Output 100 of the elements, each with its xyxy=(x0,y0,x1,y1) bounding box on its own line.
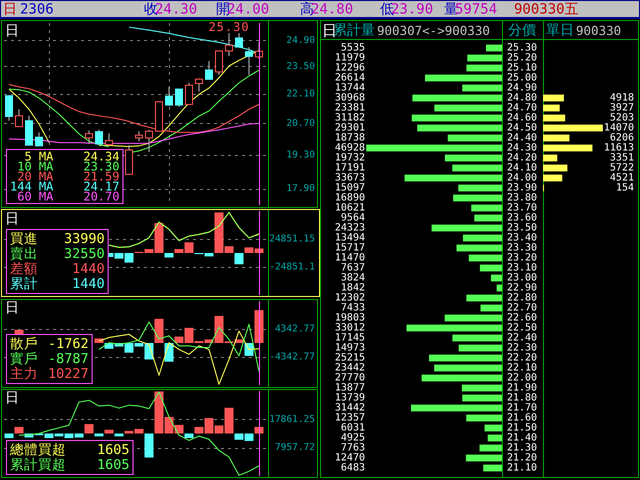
y-tick-label: 22.70 xyxy=(506,302,538,314)
y-tick-label: -4342.77 xyxy=(269,352,315,362)
data-label: 3824 xyxy=(340,272,365,284)
y-tick-label: 24.50 xyxy=(506,122,538,134)
y-tick-label: 21.20 xyxy=(506,452,538,464)
y-tick-label: 17861.25 xyxy=(269,414,315,425)
data-label: 11613 xyxy=(604,142,634,154)
y-tick-label: 4342.77 xyxy=(274,324,315,334)
data-label: 33673 xyxy=(334,172,365,184)
y-tick-label: 23.70 xyxy=(506,202,538,214)
data-label: 27770 xyxy=(334,372,365,384)
series-label: 總體買超 xyxy=(9,442,66,458)
text: 收 xyxy=(144,2,158,18)
y-tick-label: 22.50 xyxy=(506,322,538,334)
data-label: 31442 xyxy=(334,402,365,414)
y-tick-label: 23.30 xyxy=(506,242,538,254)
chart-title: 累計量 xyxy=(333,22,375,38)
data-label: 30968 xyxy=(334,92,365,104)
y-tick-label: 22.80 xyxy=(506,292,538,304)
y-tick-label: 25.30 xyxy=(506,42,538,54)
y-tick-label: 24.30 xyxy=(506,142,538,154)
y-tick-label: 24.90 xyxy=(286,34,316,46)
annotation: 20.70 xyxy=(83,190,120,204)
data-label: 33012 xyxy=(334,322,365,334)
data-label: 13877 xyxy=(334,382,365,394)
data-label: 10621 xyxy=(334,202,365,214)
data-label: 46928 xyxy=(334,142,365,154)
annotation: 33990 xyxy=(64,231,105,247)
chart-subtitle: 900330 xyxy=(576,23,622,38)
y-axis-title: 分價 xyxy=(508,22,536,38)
data-label: 7637 xyxy=(340,262,365,274)
y-tick-label: 23.40 xyxy=(506,232,538,244)
text: 買進 xyxy=(10,231,38,247)
annotation: 25.30 xyxy=(208,20,250,34)
y-tick-label: 24.20 xyxy=(506,152,538,164)
data-label: 24323 xyxy=(334,222,365,234)
y-tick-label: 21.50 xyxy=(506,422,538,434)
y-tick-label: 23.20 xyxy=(506,252,538,264)
data-label: 6031 xyxy=(340,422,365,434)
text: 賣出 xyxy=(10,246,38,262)
y-tick-label: 24.40 xyxy=(506,132,538,144)
data-label: 6206 xyxy=(610,132,634,144)
annotation: 1440 xyxy=(72,261,105,277)
y-tick-label: 23.00 xyxy=(506,272,538,284)
data-label: 5722 xyxy=(610,162,634,174)
y-tick-label: 22.30 xyxy=(506,342,538,354)
text: 24.80 xyxy=(311,2,354,18)
y-tick-label: 24.60 xyxy=(506,112,538,124)
annotation: -8787 xyxy=(48,351,89,367)
data-label: 16890 xyxy=(334,192,365,204)
data-label: 26614 xyxy=(334,72,365,84)
y-tick-label: 21.80 xyxy=(506,392,538,404)
y-tick-label: 24.10 xyxy=(506,162,538,174)
series-label: 主力 xyxy=(10,366,38,382)
text: 散戶 xyxy=(10,336,38,352)
y-tick-label: 23.60 xyxy=(506,212,538,224)
data-label: 11470 xyxy=(334,252,365,264)
data-label: 3351 xyxy=(610,152,634,164)
text: 差額 xyxy=(10,261,38,277)
y-tick-label: 21.60 xyxy=(506,412,538,424)
y-tick-label: 7957.72 xyxy=(274,442,315,454)
data-label: 7763 xyxy=(340,442,365,454)
y-tick-label: 21.10 xyxy=(506,462,538,474)
chart-title: 日 xyxy=(5,23,19,39)
data-label: 11979 xyxy=(334,52,365,64)
y-tick-label: 23.10 xyxy=(506,262,538,274)
y-tick-label: 24.90 xyxy=(506,82,538,94)
legend-label: 累計 xyxy=(10,276,38,292)
y-tick-label: 22.90 xyxy=(506,282,538,294)
data-label: 154 xyxy=(616,182,634,194)
data-label: 19732 xyxy=(334,152,365,164)
text: 開 xyxy=(216,2,230,18)
annotation: 1605 xyxy=(97,442,130,458)
y-tick-label: 24851.15 xyxy=(269,234,315,244)
data-label: 17145 xyxy=(334,332,365,344)
y-tick-label: 19.30 xyxy=(286,149,316,160)
data-label: 18738 xyxy=(334,132,365,144)
chart-title: 單日 xyxy=(546,22,574,38)
text: 日 xyxy=(3,2,17,18)
annotation: 1605 xyxy=(97,457,130,473)
data-label: 12296 xyxy=(334,62,365,74)
text: 900330五 xyxy=(514,2,579,18)
y-tick-label: 22.10 xyxy=(286,88,316,100)
data-label: 14973 xyxy=(334,342,365,354)
y-tick-label: 22.40 xyxy=(506,332,538,344)
data-label: 19803 xyxy=(334,312,365,324)
data-label: 23442 xyxy=(334,362,365,374)
annotation: -1762 xyxy=(48,336,89,352)
y-tick-label: 24.80 xyxy=(506,92,538,104)
text: 59754 xyxy=(455,2,498,18)
data-label: 13494 xyxy=(334,232,365,244)
y-tick-label: 21.30 xyxy=(506,442,538,454)
data-label: 12302 xyxy=(334,292,365,304)
data-label: 4925 xyxy=(340,432,365,444)
y-tick-label: 22.60 xyxy=(506,312,538,324)
y-tick-label: 17.90 xyxy=(286,183,316,194)
y-tick-label: 23.50 xyxy=(286,60,316,72)
y-tick-label: 25.00 xyxy=(506,72,538,84)
chart-title: 日 xyxy=(5,300,19,316)
data-label: 4918 xyxy=(610,92,634,104)
